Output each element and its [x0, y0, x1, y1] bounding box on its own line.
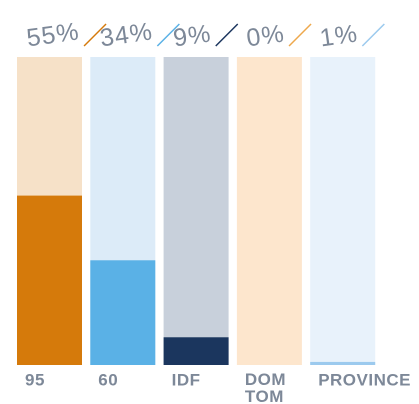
value-label: 9%: [171, 19, 213, 52]
label-slash: [83, 23, 107, 47]
bar-background: [163, 57, 229, 365]
bar: [17, 195, 82, 365]
label-slash: [215, 23, 239, 47]
x-tick-label: 60: [98, 370, 118, 389]
label-slash: [156, 23, 180, 47]
x-tick-label: PROVINCE: [318, 370, 411, 389]
value-label: 1%: [318, 19, 360, 52]
bar: [310, 361, 376, 365]
value-label: 55%: [25, 17, 81, 52]
bar-background: [310, 57, 376, 365]
x-tick-label: DOM TOM: [245, 370, 286, 404]
x-tick-label: 95: [25, 370, 45, 389]
label-slash: [288, 23, 312, 47]
bar-background: [236, 57, 302, 365]
x-tick-label: IDF: [172, 370, 201, 389]
x-tick-label-line: TOM: [245, 387, 284, 404]
bar: [90, 260, 156, 365]
bar: [163, 337, 229, 365]
x-tick-label-line: DOM: [245, 370, 286, 389]
value-label: 0%: [245, 19, 287, 52]
label-slash: [361, 23, 385, 47]
value-label: 34%: [98, 17, 154, 52]
